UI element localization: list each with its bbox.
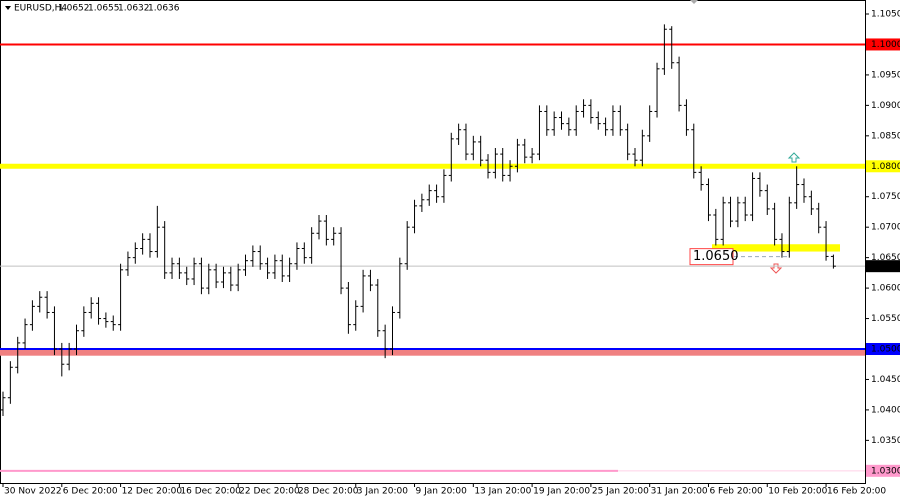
x-tick-label: 6 Dec 20:00 xyxy=(63,487,118,497)
y-tick-label: 1.0600 xyxy=(871,284,900,294)
y-tick-label: 1.0550 xyxy=(871,314,900,324)
x-tick-label: 22 Dec 20:00 xyxy=(239,487,300,497)
y-tick-label: 1.0350 xyxy=(871,436,900,446)
y-tick-label: 1.0750 xyxy=(871,192,900,202)
x-tick-label: 12 Dec 20:00 xyxy=(122,487,183,497)
price-tag xyxy=(866,260,900,273)
level-tag xyxy=(866,160,900,173)
x-tick-label: 28 Dec 20:00 xyxy=(298,487,359,497)
menu-triangle xyxy=(5,6,11,10)
x-tick-label: 9 Jan 20:00 xyxy=(416,487,468,497)
x-tick-label: 19 Jan 20:00 xyxy=(533,487,590,497)
x-tick-label: 13 Jan 20:00 xyxy=(474,487,531,497)
x-tick-label: 6 Feb 20:00 xyxy=(709,487,763,497)
x-tick-label: 31 Jan 20:00 xyxy=(651,487,708,497)
annotation-box xyxy=(689,248,734,266)
arrow-up xyxy=(787,152,801,163)
shift-marker xyxy=(690,0,698,4)
level-label: 1.0300 xyxy=(871,466,900,476)
y-tick-label: 1.0450 xyxy=(871,375,900,385)
open-price: 1.0652 xyxy=(58,4,90,14)
price-label: 1.0636 xyxy=(871,262,900,272)
x-tick-label: 30 Nov 2022 xyxy=(4,487,62,497)
y-tick-label: 1.0400 xyxy=(871,405,900,415)
arrow-down xyxy=(769,263,783,274)
y-tick-label: 1.0950 xyxy=(871,70,900,80)
y-tick-label: 1.0900 xyxy=(871,101,900,111)
zone xyxy=(712,244,840,252)
x-tick-label: 25 Jan 20:00 xyxy=(592,487,649,497)
level-tag xyxy=(866,343,900,356)
symbol: EURUSD,H4 xyxy=(14,4,67,14)
annotation-label: 1.0650 xyxy=(693,249,739,264)
level-label: 1.0500 xyxy=(871,345,900,355)
y-tick-label: 1.0850 xyxy=(871,131,900,141)
high-price: 1.0655 xyxy=(88,4,120,14)
x-tick-label: 10 Feb 20:00 xyxy=(768,487,827,497)
plot-frame xyxy=(0,0,866,484)
y-tick-label: 1.0650 xyxy=(871,253,900,263)
x-tick-label: 3 Jan 20:00 xyxy=(357,487,409,497)
zone xyxy=(0,349,865,356)
level-label: 1.0800 xyxy=(871,162,900,172)
level-tag xyxy=(866,464,900,477)
level-label: 1.1000 xyxy=(871,40,900,50)
x-tick-label: 16 Feb 20:00 xyxy=(827,487,886,497)
y-tick-label: 1.0700 xyxy=(871,223,900,233)
low-price: 1.0632 xyxy=(118,4,150,14)
level-tag xyxy=(866,38,900,51)
y-tick-label: 1.1050 xyxy=(871,10,900,20)
x-tick-label: 16 Dec 20:00 xyxy=(180,487,241,497)
close-price: 1.0636 xyxy=(148,4,180,14)
